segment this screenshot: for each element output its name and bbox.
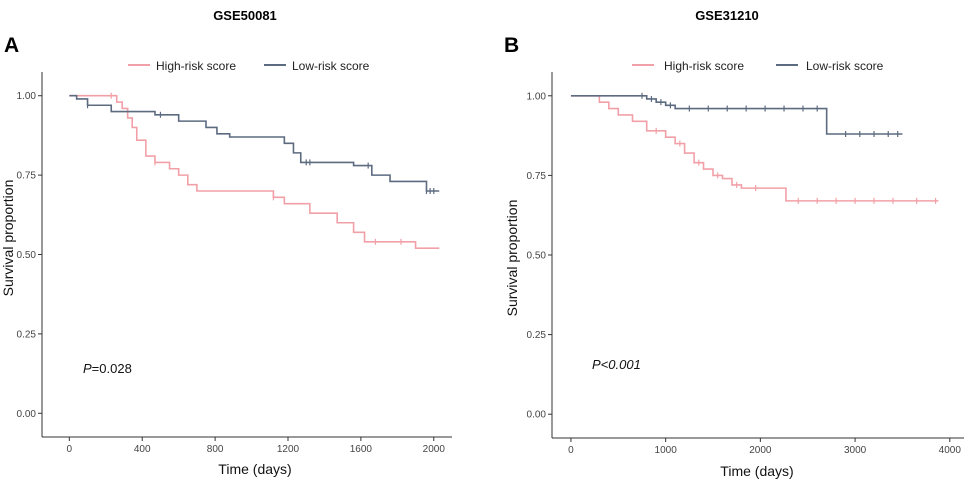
legend-low-risk-label: Low-risk score	[806, 59, 884, 73]
legend-low-risk-label: Low-risk score	[292, 59, 370, 73]
panel-b-x-axis-label: Time (days)	[720, 463, 793, 479]
panel-b-plot-area: 0.00 0.25 0.50 0.75 1.00 0 1000 2000 3000 4000	[527, 72, 964, 456]
x-tick-label: 400	[134, 444, 151, 455]
y-tick-label: 0.00	[17, 409, 37, 420]
y-tick-label: 0.75	[17, 171, 37, 182]
x-tick-label: 2000	[423, 444, 446, 455]
panel-b-title: GSE31210	[695, 8, 759, 23]
panel-a-letter: A	[4, 34, 19, 57]
y-tick-label: 0.00	[527, 410, 547, 421]
panel-b-p-value: P<0.001	[592, 357, 641, 372]
legend-high-risk-label: High-risk score	[156, 59, 236, 73]
km-curve-low-risk	[570, 94, 903, 135]
y-tick-label: 1.00	[17, 91, 37, 102]
panel-b-legend: High-risk score Low-risk score	[632, 59, 884, 73]
km-curve-low-risk	[69, 94, 440, 192]
y-tick-label: 0.50	[527, 251, 547, 262]
x-tick-label: 800	[207, 444, 224, 455]
panel-a: GSE50081 A High-risk score Low-risk scor…	[0, 8, 452, 477]
panel-b-y-axis-label: Survival proportion	[504, 200, 520, 317]
panel-a-plot-area: 0.00 0.25 0.50 0.75 1.00 0 400 800 1200 1600 2000	[17, 72, 452, 455]
panel-a-y-axis-label: Survival proportion	[0, 180, 16, 297]
y-tick-label: 1.00	[527, 91, 547, 102]
x-tick-label: 4000	[939, 445, 962, 456]
y-tick-label: 0.25	[527, 330, 547, 341]
y-tick-label: 0.50	[17, 250, 37, 261]
panel-b-letter: B	[504, 34, 519, 57]
panel-b: GSE31210 B High-risk score Low-risk scor…	[504, 8, 964, 479]
panel-a-title: GSE50081	[213, 8, 277, 23]
x-tick-label: 1200	[277, 444, 300, 455]
y-tick-label: 0.75	[527, 171, 547, 182]
legend-high-risk-label: High-risk score	[664, 59, 744, 73]
panel-a-p-label: P	[83, 361, 92, 376]
x-tick-label: 0	[568, 445, 574, 456]
x-tick-label: 3000	[844, 445, 867, 456]
km-curve-high-risk	[69, 94, 440, 249]
panel-a-p-value: P=0.028	[83, 361, 132, 376]
x-tick-label: 2000	[749, 445, 772, 456]
x-tick-label: 0	[67, 444, 73, 455]
panel-a-legend: High-risk score Low-risk score	[128, 59, 370, 73]
km-curve-high-risk	[570, 94, 939, 202]
x-tick-label: 1000	[655, 445, 678, 456]
panel-a-p-number: =0.028	[92, 361, 132, 376]
panel-a-x-axis-label: Time (days)	[218, 461, 291, 477]
y-tick-label: 0.25	[17, 329, 37, 340]
x-tick-label: 1600	[350, 444, 373, 455]
